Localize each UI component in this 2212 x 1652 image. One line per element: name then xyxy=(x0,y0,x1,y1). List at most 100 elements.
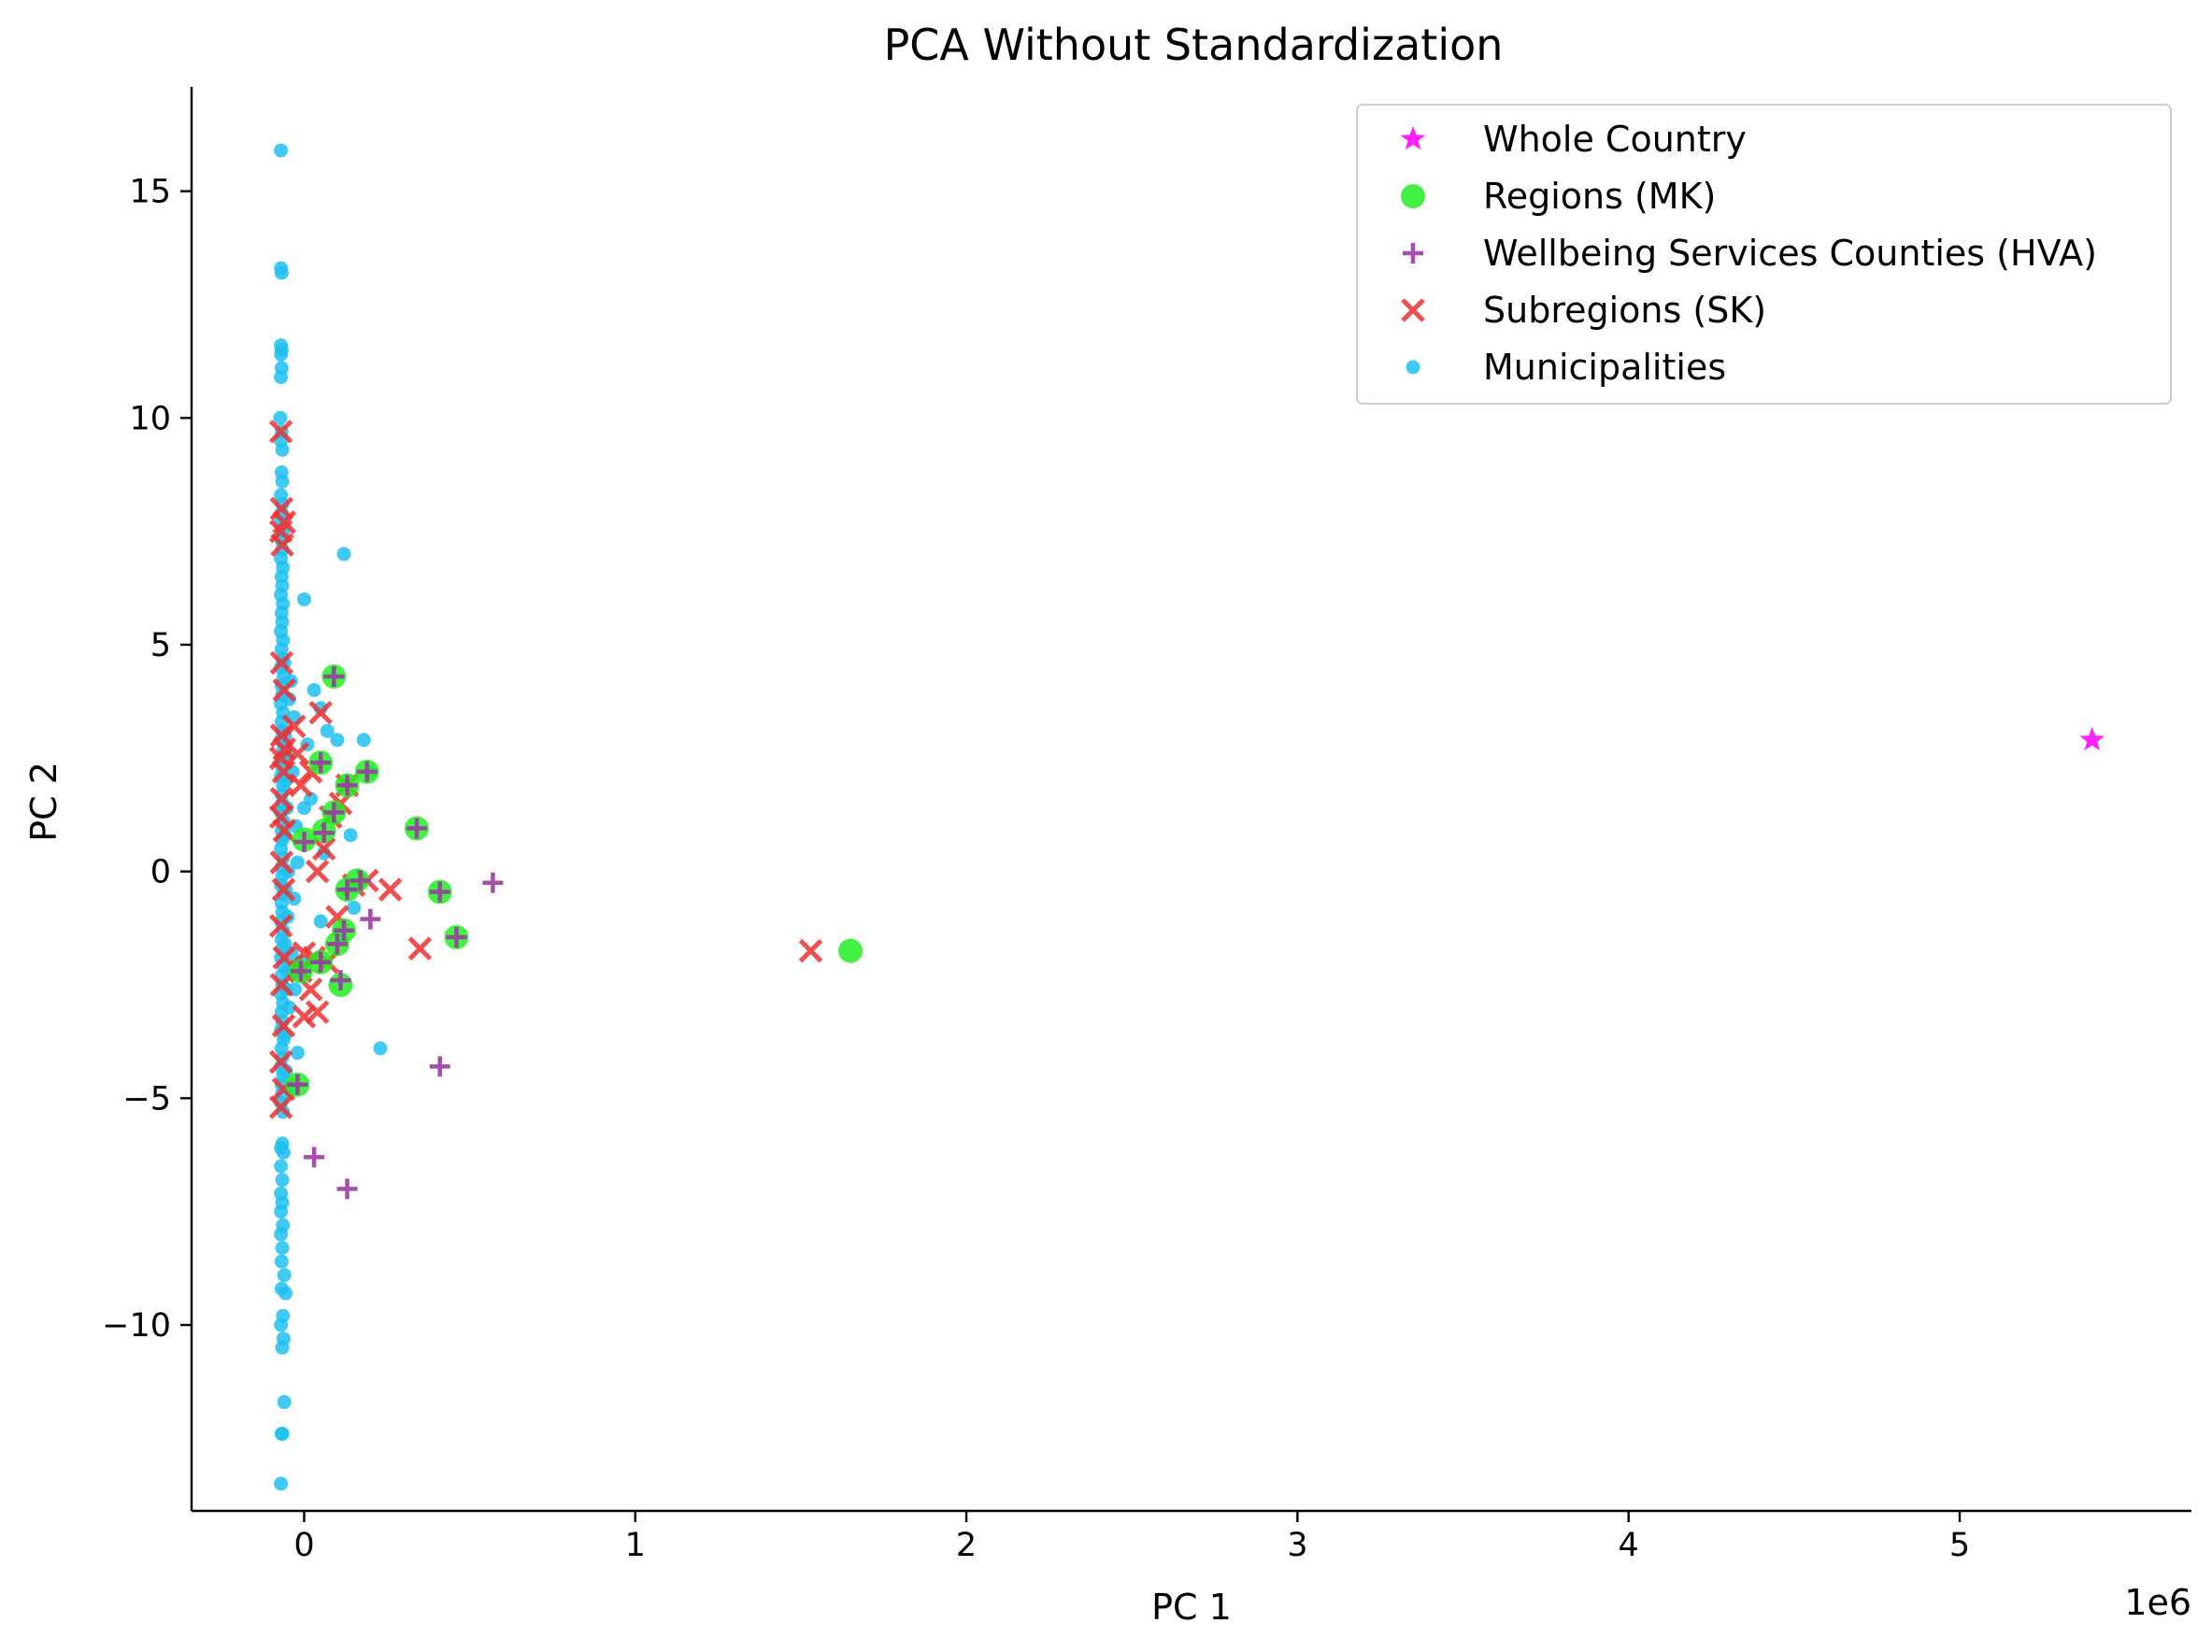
data-point xyxy=(282,1000,297,1015)
legend: Whole Country Regions (MK) Wellbeing Servi… xyxy=(1356,104,2172,405)
legend-label: Whole Country xyxy=(1483,119,1747,160)
chart-title: PCA Without Standardization xyxy=(884,20,1504,70)
data-point xyxy=(296,591,311,606)
series-wellbeing-services-counties-hva xyxy=(287,665,504,1200)
data-point xyxy=(310,951,332,973)
data-point xyxy=(378,877,403,902)
data-point xyxy=(356,761,378,782)
legend-marker xyxy=(1401,298,1425,322)
data-point xyxy=(304,1146,325,1168)
data-point xyxy=(308,701,333,725)
data-point xyxy=(333,919,354,941)
data-point xyxy=(274,1204,289,1219)
points-layer xyxy=(268,143,2105,1491)
data-point xyxy=(305,1000,330,1024)
data-point xyxy=(293,832,315,853)
data-point xyxy=(272,677,296,703)
data-point xyxy=(274,143,289,158)
data-point xyxy=(274,370,289,385)
legend-marker xyxy=(1406,360,1420,375)
data-point xyxy=(274,347,289,362)
data-point xyxy=(326,933,348,955)
legend-marker xyxy=(1403,243,1423,263)
data-point xyxy=(336,1178,358,1200)
data-point xyxy=(275,1340,290,1355)
data-point xyxy=(271,760,296,784)
data-point xyxy=(360,908,381,930)
data-point xyxy=(275,1240,290,1255)
y-ticks: −10 −5 0 5 10 15 xyxy=(102,174,192,1345)
data-point xyxy=(330,733,345,748)
data-point xyxy=(268,1095,293,1119)
x-tick-label: 4 xyxy=(1619,1527,1639,1564)
data-point xyxy=(336,775,358,796)
data-point xyxy=(347,900,362,915)
y-axis-label: PC 2 xyxy=(23,762,64,842)
x-axis-offset-label: 1e6 xyxy=(2124,1582,2191,1623)
data-point xyxy=(311,836,336,862)
data-point xyxy=(336,547,351,562)
data-point xyxy=(274,265,289,280)
data-point xyxy=(272,819,296,843)
data-point xyxy=(278,1286,293,1301)
data-point xyxy=(343,828,358,843)
data-point xyxy=(313,822,335,844)
series-subregions-sk xyxy=(268,420,823,1119)
axes-layer xyxy=(190,87,2191,1513)
data-point xyxy=(320,723,335,738)
data-point xyxy=(429,1056,450,1077)
data-point xyxy=(277,1268,292,1283)
data-point xyxy=(310,752,332,774)
data-point xyxy=(269,973,294,997)
data-point xyxy=(290,1046,305,1061)
legend-label: Subregions (SK) xyxy=(1483,290,1766,331)
data-point xyxy=(269,850,294,875)
data-point xyxy=(269,787,294,811)
data-point xyxy=(482,872,504,893)
data-point xyxy=(274,1159,289,1174)
data-point xyxy=(289,773,313,798)
data-point xyxy=(275,1426,290,1441)
legend-label: Wellbeing Services Counties (HVA) xyxy=(1483,233,2097,274)
data-point xyxy=(287,1074,308,1095)
series-regions-mk xyxy=(285,663,863,1097)
x-tick-label: 5 xyxy=(1949,1527,1970,1564)
data-point xyxy=(838,938,863,963)
data-point xyxy=(269,650,294,676)
legend-label: Municipalities xyxy=(1483,347,1726,388)
data-point xyxy=(276,1146,291,1161)
data-point xyxy=(292,1004,317,1029)
data-point xyxy=(275,442,290,457)
data-point xyxy=(406,818,427,839)
data-point xyxy=(798,938,823,963)
data-point xyxy=(268,914,293,938)
data-point xyxy=(271,1013,296,1038)
x-tick-label: 3 xyxy=(1287,1527,1307,1564)
data-point xyxy=(277,1395,292,1410)
data-point xyxy=(290,961,311,982)
data-point xyxy=(270,533,294,557)
data-point xyxy=(275,474,290,489)
data-point xyxy=(313,914,328,929)
data-point xyxy=(274,1254,289,1269)
data-point xyxy=(268,420,293,444)
x-axis-label: PC 1 xyxy=(1151,1587,1232,1628)
x-tick-label: 2 xyxy=(956,1527,977,1564)
legend-label: Regions (MK) xyxy=(1483,176,1716,217)
data-point xyxy=(273,410,288,425)
data-point xyxy=(330,970,351,991)
x-tick-label: 0 xyxy=(293,1527,314,1564)
data-point xyxy=(274,1227,289,1242)
y-tick-label: 10 xyxy=(129,400,171,437)
data-point xyxy=(336,879,358,901)
data-point xyxy=(296,801,311,816)
data-point xyxy=(282,714,307,739)
data-point xyxy=(271,877,296,902)
data-point xyxy=(290,855,305,870)
data-point xyxy=(446,927,467,948)
data-point xyxy=(274,1476,289,1491)
data-point xyxy=(356,733,371,748)
data-point xyxy=(274,1317,289,1332)
legend-marker xyxy=(1400,126,1426,150)
